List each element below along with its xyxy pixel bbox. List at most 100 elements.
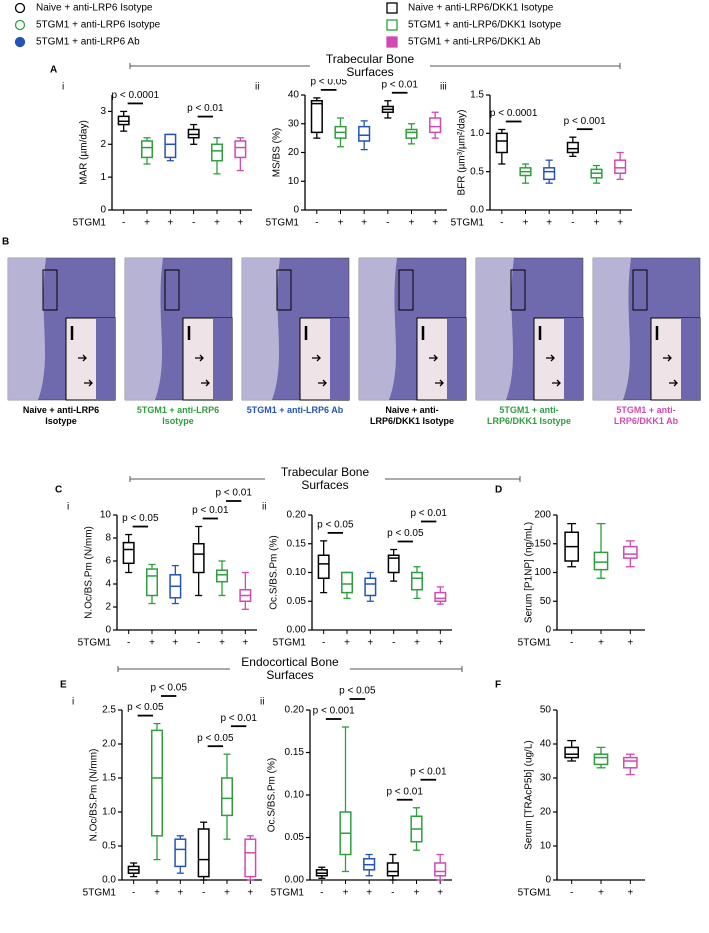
y-tick-label: 0.00 [287, 625, 307, 636]
box [411, 571, 423, 591]
x-axis-label: 5TGM1 [266, 218, 300, 229]
y-tick-label: 1.0 [102, 807, 116, 818]
y-tick-label: 2 [100, 139, 106, 150]
panel-label: B [2, 237, 9, 248]
inset-cells [447, 318, 466, 400]
osteoclast-arrow [201, 379, 210, 387]
box [495, 132, 508, 154]
x-tick-label: + [432, 218, 438, 229]
osteoclast-arrow [429, 354, 438, 362]
inset-cells [96, 318, 115, 400]
y-tick-label: 0.15 [287, 538, 307, 549]
y-tick-label: 0.0 [102, 875, 116, 886]
osteoclast-arrow [552, 379, 561, 387]
x-tick-label: + [242, 638, 248, 649]
box [386, 862, 399, 877]
y-axis-label: MAR (µm/day) [79, 120, 90, 185]
y-tick-label: 0.15 [285, 747, 305, 758]
box [434, 591, 447, 602]
y-tick-label: 1.5 [102, 773, 116, 784]
y-axis-label: N.Oc/BS.Pm (N/mm) [84, 526, 95, 619]
y-axis-label: Serum [P1NP] (ng/mL) [524, 522, 535, 623]
x-tick-label: + [344, 638, 350, 649]
x-tick-label: + [366, 888, 372, 899]
y-axis-label: MS/BS (%) [272, 128, 283, 177]
legend-label: Naive + anti-LRP6/DKK1 Isotype [408, 3, 554, 14]
x-tick-label: - [202, 888, 205, 899]
section-header: Trabecular Bone Surfaces [310, 53, 430, 79]
sub-label: ii [255, 82, 259, 93]
p-value: p < 0.01 [381, 79, 418, 90]
box [211, 143, 223, 162]
legend-marker [386, 36, 398, 48]
y-tick-label: 30 [540, 773, 552, 784]
legend-marker [14, 19, 26, 31]
y-tick-label: 0.00 [285, 875, 305, 886]
osteoclast-arrow [195, 354, 204, 362]
box [564, 746, 580, 759]
x-tick-label: - [570, 888, 573, 899]
y-axis-label: BFR (µm³/µm²/day) [457, 110, 468, 196]
x-axis-label: 5TGM1 [518, 638, 552, 649]
bone-region [593, 258, 631, 400]
x-tick-label: - [122, 218, 125, 229]
x-tick-label: + [437, 638, 443, 649]
box [358, 125, 371, 142]
osteoclast-arrow [312, 354, 321, 362]
legend-marker [14, 36, 26, 48]
y-tick-label: 0 [545, 875, 551, 886]
image-caption: 5TGM1 + anti-LRP6/DKK1 Isotype [486, 405, 572, 426]
box [197, 828, 210, 878]
box [221, 777, 233, 817]
roi-box [42, 269, 58, 311]
x-tick-label: + [144, 218, 150, 229]
box [117, 115, 130, 126]
x-tick-label: + [414, 888, 420, 899]
x-tick-label: + [617, 218, 623, 229]
y-tick-label: 10 [540, 841, 552, 852]
y-tick-label: 100 [534, 567, 551, 578]
y-tick-label: 0 [105, 625, 111, 636]
box [141, 140, 153, 159]
image-caption: 5TGM1 + anti-LRP6 Ab [246, 405, 344, 415]
box [122, 541, 135, 565]
image-caption: Naive + anti-LRP6/DKK1 Isotype [369, 405, 455, 426]
osteoclast-arrow [663, 354, 672, 362]
x-tick-label: + [154, 888, 160, 899]
x-tick-label: + [167, 218, 173, 229]
y-tick-label: 2.0 [102, 739, 116, 750]
x-tick-label: - [392, 638, 395, 649]
box [593, 551, 609, 571]
box [429, 117, 442, 134]
p-value: p < 0.0001 [112, 90, 160, 101]
x-tick-label: - [127, 638, 130, 649]
x-tick-label: + [224, 888, 230, 899]
box [216, 569, 228, 583]
x-tick-label: - [197, 638, 200, 649]
x-tick-label: + [523, 218, 529, 229]
p-value: p < 0.05 [150, 683, 187, 694]
y-tick-label: 0.10 [285, 790, 305, 801]
legend-marker [386, 2, 398, 14]
p-value: p < 0.05 [127, 702, 164, 713]
y-axis-label: Serum [TRAcP5b] (ug/L) [524, 740, 535, 849]
x-tick-label: - [315, 218, 318, 229]
section-header: Endocortical Bone Surfaces [230, 656, 350, 682]
y-axis-label: Oc.S/BS.Pm (%) [267, 758, 278, 832]
box [364, 577, 377, 597]
x-tick-label: - [320, 888, 323, 899]
roi-box [164, 269, 180, 311]
box [543, 167, 556, 181]
p-value: p < 0.05 [339, 686, 376, 697]
panel-label: A [50, 65, 57, 76]
x-tick-label: - [571, 218, 574, 229]
x-tick-label: + [237, 218, 243, 229]
y-tick-label: 50 [540, 705, 552, 716]
y-tick-label: 0 [100, 205, 106, 216]
box [387, 554, 400, 574]
inset-cells [213, 318, 232, 400]
legend-label: 5TGM1 + anti-LRP6 Isotype [36, 20, 161, 31]
x-tick-label: - [391, 888, 394, 899]
osteoclast-arrow [318, 379, 327, 387]
p-value: p < 0.01 [187, 103, 224, 114]
